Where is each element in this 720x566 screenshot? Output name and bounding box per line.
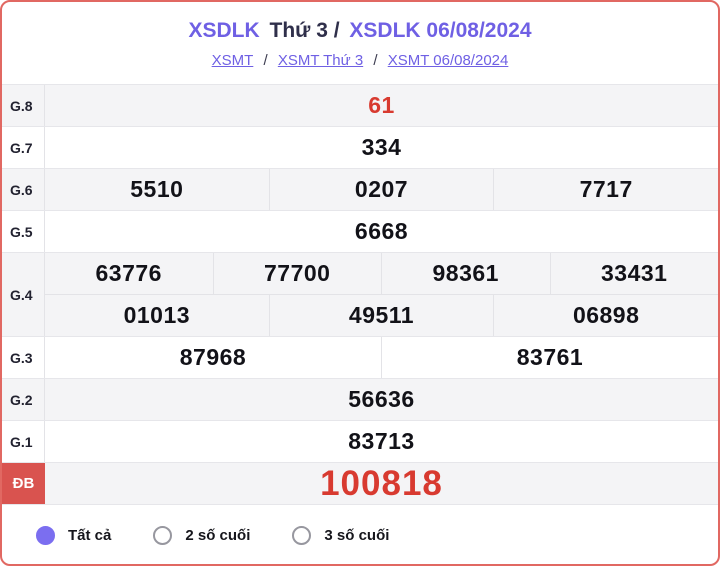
prize-number: 49511 <box>270 295 495 336</box>
prize-label: G.1 <box>2 421 45 462</box>
table-row-g6: G.6 5510 0207 7717 <box>2 169 718 211</box>
prize-number: 56636 <box>348 386 415 412</box>
table-row-g7: G.7 334 <box>2 127 718 169</box>
special-prize-label: ĐB <box>2 463 45 504</box>
page-title-segment: XSDLK <box>188 19 260 42</box>
prize-number: 83713 <box>348 428 415 454</box>
filter-option-label: 3 số cuối <box>324 526 390 544</box>
radio-icon[interactable] <box>153 525 173 545</box>
special-prize-number: 100818 <box>320 463 443 503</box>
prize-number: 83761 <box>516 344 584 370</box>
breadcrumb-link-xsmt[interactable]: XSMT <box>211 52 254 70</box>
radio-selected-icon[interactable] <box>36 525 55 545</box>
table-row-g4: G.4 63776 77700 98361 33431 01013 49511 … <box>2 253 718 337</box>
page-title-segment: XSDLK 06/08/2024 <box>349 19 532 42</box>
prize-number: 87968 <box>45 337 382 378</box>
prize-label: G.6 <box>2 169 45 210</box>
table-row-db: ĐB 100818 <box>2 463 718 505</box>
prize-label: G.2 <box>2 379 45 420</box>
page-title-segment: Thứ 3 / <box>269 19 340 42</box>
radio-icon[interactable] <box>292 525 312 545</box>
table-row-g8: G.8 61 <box>2 85 718 127</box>
table-row-g1: G.1 83713 <box>2 421 718 463</box>
prize-number: 7717 <box>579 176 633 202</box>
prize-label: G.8 <box>2 85 45 126</box>
prize-number: 334 <box>361 134 402 160</box>
breadcrumb-separator: / <box>263 52 268 70</box>
filter-option-last3[interactable]: 3 số cuối <box>292 525 390 545</box>
prize-label: G.7 <box>2 127 45 168</box>
breadcrumb: XSMT / XSMT Thứ 3 / XSMT 06/08/2024 <box>2 52 718 69</box>
results-table: G.8 61 G.7 334 G.6 5510 0207 7717 G.5 66… <box>2 84 718 505</box>
breadcrumb-separator: / <box>373 52 378 70</box>
breadcrumb-link-xsmt-date[interactable]: XSMT 06/08/2024 <box>387 52 509 70</box>
prize-number: 06898 <box>572 302 640 328</box>
prize-number: 5510 <box>45 169 270 210</box>
filter-option-last2[interactable]: 2 số cuối <box>153 525 251 545</box>
table-row-g2: G.2 56636 <box>2 379 718 421</box>
prize-number: 6668 <box>354 218 409 244</box>
filter-option-all[interactable]: Tất cả <box>36 525 112 545</box>
breadcrumb-link-xsmt-thu3[interactable]: XSMT Thứ 3 <box>277 52 364 70</box>
prize-number: 98361 <box>382 253 551 294</box>
page-title: XSDLK Thứ 3 / XSDLK 06/08/2024 <box>2 18 718 43</box>
prize-number: 01013 <box>45 295 270 336</box>
filter-option-label: 2 số cuối <box>185 526 251 544</box>
g4-subrow-2: 01013 49511 06898 <box>45 295 718 336</box>
header: XSDLK Thứ 3 / XSDLK 06/08/2024 XSMT / XS… <box>2 2 718 84</box>
prize-label: G.5 <box>2 211 45 252</box>
prize-number: 61 <box>368 92 395 118</box>
prize-number: 77700 <box>214 253 382 294</box>
prize-number: 33431 <box>601 260 668 286</box>
prize-number: 63776 <box>45 253 214 294</box>
g4-subrow-1: 63776 77700 98361 33431 <box>45 253 718 295</box>
prize-number: 0207 <box>270 169 495 210</box>
table-row-g5: G.5 6668 <box>2 211 718 253</box>
prize-label: G.4 <box>2 253 45 336</box>
filter-option-label: Tất cả <box>68 526 112 544</box>
table-row-g3: G.3 87968 83761 <box>2 337 718 379</box>
prize-label: G.3 <box>2 337 45 378</box>
filter-bar: Tất cả 2 số cuối 3 số cuối <box>2 505 718 564</box>
